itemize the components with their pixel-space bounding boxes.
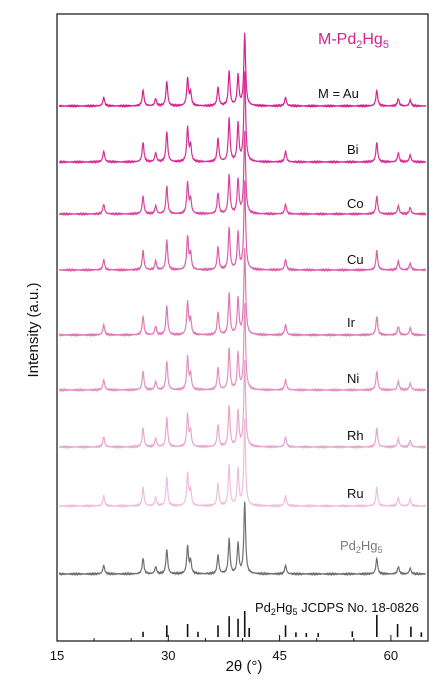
series-line-3 bbox=[58, 130, 427, 217]
series-line-6 bbox=[58, 303, 427, 393]
x-tick-label-45: 45 bbox=[272, 648, 286, 663]
series-line-7 bbox=[58, 359, 427, 450]
x-tick-label-60: 60 bbox=[384, 648, 398, 663]
series-label-6: Ni bbox=[347, 371, 359, 386]
chart-title-annotation: M-Pd2Hg5 bbox=[318, 31, 389, 51]
x-tick-label-30: 30 bbox=[161, 648, 175, 663]
series-line-1 bbox=[58, 32, 427, 109]
series-line-9 bbox=[58, 501, 427, 577]
series-labels: M = Au Bi Co Cu Ir Ni Rh Ru bbox=[318, 86, 364, 501]
series-line-5 bbox=[58, 248, 427, 338]
y-axis-label: Intensity (a.u.) bbox=[25, 282, 42, 377]
x-ticks: 15 30 45 60 bbox=[50, 635, 429, 663]
reference-series-label: Pd2Hg5 bbox=[340, 538, 383, 555]
series-line-2 bbox=[58, 71, 427, 165]
series-label-5: Ir bbox=[347, 315, 356, 330]
series-label-2: Bi bbox=[347, 142, 359, 157]
x-axis-label: 2θ (°) bbox=[226, 658, 263, 675]
series-label-7: Rh bbox=[347, 428, 364, 443]
series-line-8 bbox=[58, 418, 427, 509]
x-tick-label-15: 15 bbox=[50, 648, 64, 663]
series-layer bbox=[58, 32, 427, 577]
series-label-3: Co bbox=[347, 196, 364, 211]
reference-pattern-label: Pd2Hg5 JCDPS No. 18-0826 bbox=[255, 600, 419, 617]
series-label-1: M = Au bbox=[318, 86, 359, 101]
series-label-8: Ru bbox=[347, 486, 364, 501]
series-label-4: Cu bbox=[347, 252, 364, 267]
series-line-4 bbox=[59, 180, 426, 273]
reference-sticks bbox=[142, 611, 423, 637]
